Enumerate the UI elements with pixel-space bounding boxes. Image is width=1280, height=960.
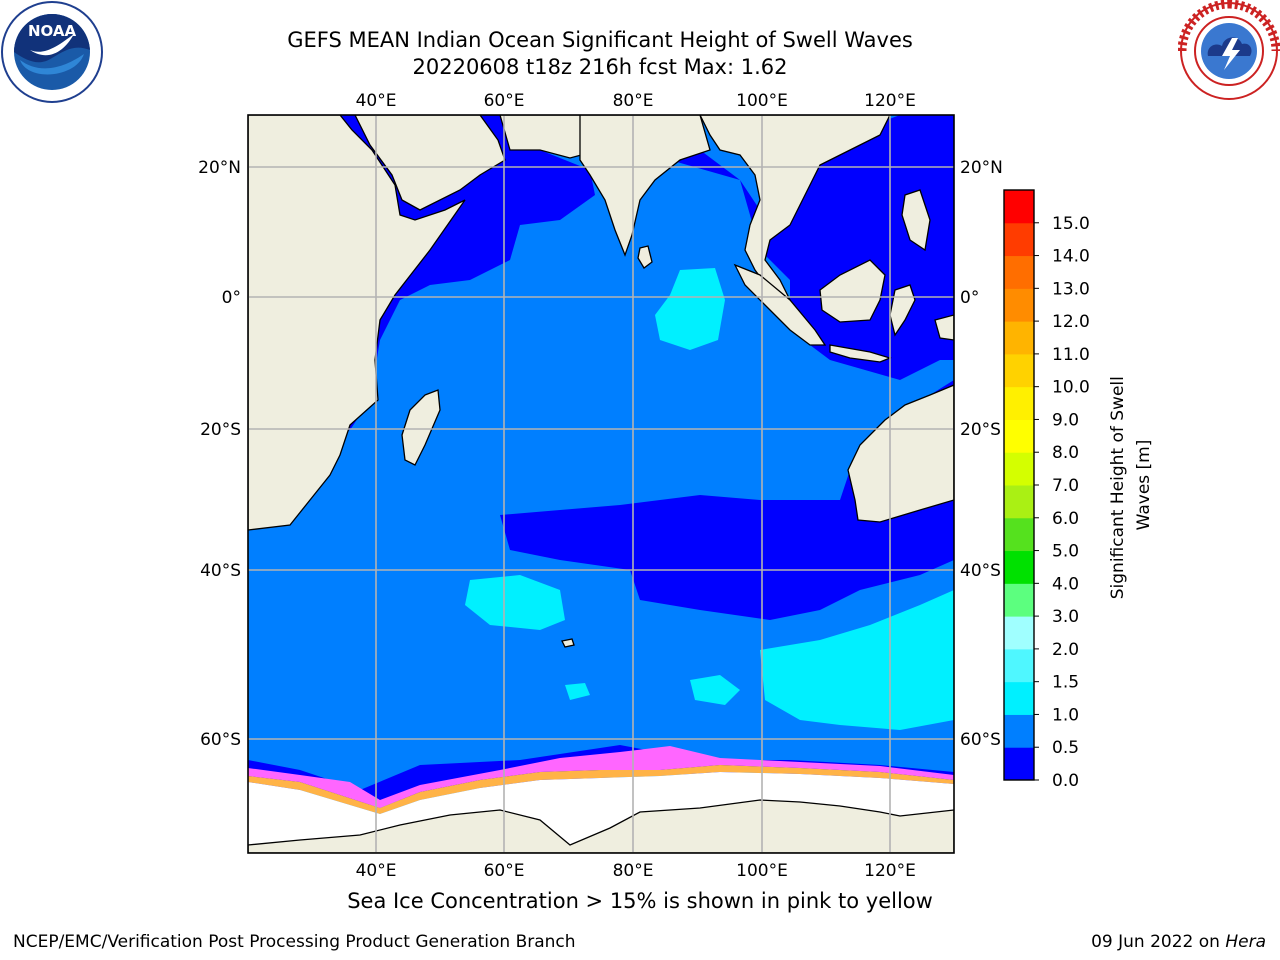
- sea-ice-edge: [248, 746, 954, 808]
- philippines-land: [901, 189, 931, 252]
- lat-label-left: 20°N: [198, 158, 241, 178]
- colorbar-tick-label: 15.0: [1052, 214, 1090, 234]
- colorbar-swatch: [1004, 288, 1034, 322]
- kerguelen-island: [561, 638, 575, 648]
- colorbar-title: Significant Height of Swell Waves [m]: [1108, 371, 1154, 600]
- java-land: [829, 344, 892, 363]
- australia-land: [847, 384, 954, 523]
- sea-ice-edge: [248, 765, 954, 814]
- lat-label-left: 0°: [222, 288, 241, 308]
- colorbar-tick-label: 4.0: [1052, 574, 1079, 594]
- map-frame: [247, 114, 955, 854]
- colorbar: 0.0 0.5 1.0 1.5 2.0 3.0 4.0 5.0 6.0 7.0 8.0 9.0 10.0…: [1003, 189, 1090, 791]
- lat-label-right: 60°S: [960, 730, 1001, 750]
- noaa-logo-text: NOAA: [28, 22, 77, 40]
- map-panel: [248, 115, 954, 853]
- colorbar-swatch: [1004, 550, 1034, 584]
- colorbar-tick-label: 6.0: [1052, 509, 1079, 529]
- colorbar-swatch: [1004, 616, 1034, 650]
- colorbar-swatch: [1004, 714, 1034, 748]
- africa-land: [248, 115, 466, 531]
- lat-label-right: 0°: [960, 288, 979, 308]
- colorbar-swatch: [1004, 255, 1034, 289]
- colorbar-tick-label: 8.0: [1052, 443, 1079, 463]
- lon-label-top: 100°E: [736, 91, 788, 111]
- noaa-logo-icon: NOAA: [1, 1, 103, 103]
- colorbar-swatch: [1004, 485, 1034, 519]
- lon-label-bottom: 100°E: [736, 861, 788, 881]
- colorbar-swatch: [1004, 190, 1034, 224]
- iran-pakistan-land: [499, 115, 601, 159]
- colorbar-tick-label: 7.0: [1052, 476, 1079, 496]
- lon-label-bottom: 60°E: [484, 861, 525, 881]
- colorbar-swatch: [1004, 517, 1034, 552]
- colorbar-tick-label: 13.0: [1052, 279, 1090, 299]
- lon-label-bottom: 120°E: [864, 861, 916, 881]
- swell-1.0-1.5-region: [760, 590, 954, 730]
- lon-label-top: 40°E: [356, 91, 397, 111]
- colorbar-tick-label: 14.0: [1052, 247, 1090, 267]
- colorbar-tick-label: 9.0: [1052, 410, 1079, 430]
- lat-label-left: 60°S: [200, 730, 241, 750]
- colorbar-swatch: [1004, 386, 1034, 420]
- colorbar-tick-label: 3.0: [1052, 607, 1079, 627]
- colorbar-tick-label: 1.0: [1052, 705, 1079, 725]
- madagascar-land: [401, 389, 441, 466]
- footer-system-name: Hera: [1225, 932, 1266, 952]
- footer-date: 09 Jun 2022 on Hera: [1091, 932, 1266, 952]
- colorbar-swatch: [1004, 222, 1034, 257]
- lat-label-right: 20°S: [960, 420, 1001, 440]
- colorbar-swatch: [1004, 747, 1034, 781]
- lat-label-right: 40°S: [960, 561, 1001, 581]
- sri-lanka-land: [637, 245, 653, 269]
- colorbar-tick-label: 10.0: [1052, 378, 1090, 398]
- swell-1.0-1.5-region: [465, 575, 565, 630]
- chart-subtitle: 20220608 t18z 216h fcst Max: 1.62: [412, 55, 788, 79]
- lat-label-left: 20°S: [200, 420, 241, 440]
- lon-label-top: 120°E: [864, 91, 916, 111]
- colorbar-swatch: [1004, 353, 1034, 388]
- colorbar-swatch: [1004, 648, 1034, 683]
- southeast-asia-land: [699, 115, 891, 302]
- swell-0-0.5-region: [500, 380, 954, 620]
- footer-credit: NCEP/EMC/Verification Post Processing Pr…: [13, 932, 576, 952]
- lon-label-bottom: 80°E: [613, 861, 654, 881]
- colorbar-tick-label: 0.0: [1052, 771, 1079, 791]
- india-land: [579, 115, 711, 257]
- sumatra-land: [733, 263, 827, 346]
- colorbar-tick-label: 11.0: [1052, 345, 1090, 365]
- antarctica-land: [248, 799, 954, 853]
- swell-1.0-1.5-region: [655, 268, 725, 350]
- colorbar-swatch: [1004, 452, 1034, 486]
- colorbar-tick-label: 1.5: [1052, 673, 1079, 693]
- lon-label-top: 80°E: [613, 91, 654, 111]
- colorbar-swatch: [1004, 681, 1034, 715]
- colorbar-tick-label: 2.0: [1052, 640, 1079, 660]
- lon-label-top: 60°E: [484, 91, 525, 111]
- national-weather-service-logo-icon: [1178, 0, 1280, 100]
- colorbar-tick-label: 12.0: [1052, 312, 1090, 332]
- colorbar-tick-label: 0.5: [1052, 738, 1079, 758]
- colorbar-swatch: [1004, 321, 1034, 355]
- graticule: [248, 115, 954, 853]
- lon-label-bottom: 40°E: [356, 861, 397, 881]
- borneo-land: [819, 259, 886, 323]
- chart-title: GEFS MEAN Indian Ocean Significant Heigh…: [287, 28, 913, 52]
- lat-label-left: 40°S: [200, 561, 241, 581]
- swell-1.0-1.5-region: [690, 675, 740, 705]
- colorbar-tick-label: 5.0: [1052, 542, 1079, 562]
- swell-1.0-1.5-region: [565, 683, 590, 700]
- arabia-land: [354, 115, 506, 211]
- footer-date-text: 09 Jun 2022 on: [1091, 932, 1226, 952]
- lat-label-right: 20°N: [960, 158, 1003, 178]
- colorbar-swatch: [1004, 419, 1034, 453]
- colorbar-swatch: [1004, 583, 1034, 617]
- sea-ice-note: Sea Ice Concentration > 15% is shown in …: [347, 889, 933, 913]
- new-guinea-land: [934, 314, 954, 341]
